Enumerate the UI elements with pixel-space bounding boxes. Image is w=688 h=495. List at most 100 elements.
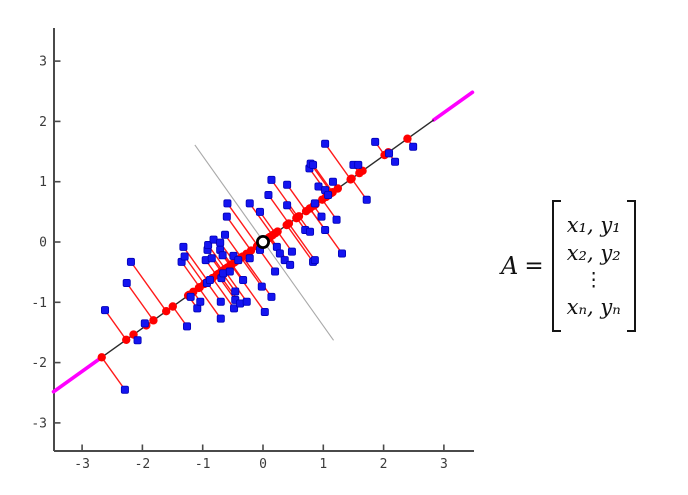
data-point bbox=[126, 257, 135, 266]
data-point bbox=[257, 282, 266, 291]
data-point bbox=[231, 287, 240, 296]
data-point bbox=[275, 249, 284, 258]
data-point bbox=[186, 292, 195, 301]
y-tick-label: 2 bbox=[39, 115, 47, 130]
data-point bbox=[371, 137, 380, 146]
data-point bbox=[216, 314, 225, 323]
projection-segment bbox=[312, 164, 334, 193]
projection-point bbox=[194, 283, 204, 293]
projection-segment bbox=[226, 216, 252, 251]
data-point bbox=[239, 275, 248, 284]
data-point bbox=[120, 385, 129, 394]
data-point bbox=[193, 304, 202, 313]
projection-segment bbox=[184, 256, 205, 285]
data-point bbox=[133, 336, 142, 345]
data-point bbox=[272, 242, 281, 251]
projection-point bbox=[226, 260, 236, 270]
projection-point bbox=[122, 335, 131, 344]
y-tick-label: 0 bbox=[39, 236, 47, 251]
y-tick-label: -3 bbox=[31, 416, 47, 431]
data-point bbox=[140, 319, 149, 328]
data-point bbox=[321, 139, 330, 148]
data-point bbox=[354, 160, 363, 169]
y-tick-label: 3 bbox=[39, 55, 47, 70]
x-tick-label: 0 bbox=[259, 457, 267, 472]
data-point bbox=[264, 190, 273, 199]
projection-point bbox=[168, 302, 177, 311]
matrix-row-vdots: ⋮ bbox=[584, 269, 604, 291]
data-point bbox=[216, 297, 225, 306]
projection-point bbox=[273, 227, 282, 236]
projection-point bbox=[347, 174, 356, 183]
data-point bbox=[332, 215, 341, 224]
data-point bbox=[314, 182, 323, 191]
data-point bbox=[225, 267, 234, 276]
origin-marker bbox=[255, 234, 270, 249]
projection-point bbox=[97, 353, 106, 362]
data-point bbox=[310, 256, 319, 265]
data-point bbox=[245, 254, 254, 263]
x-tick-label: 1 bbox=[319, 457, 327, 472]
principal-axis-extension bbox=[431, 90, 475, 122]
projection-segment bbox=[104, 309, 127, 341]
data-point bbox=[101, 306, 110, 315]
data-point bbox=[230, 304, 239, 313]
x-tick-label: 3 bbox=[440, 457, 448, 472]
matrix-row: x₂, y₂ bbox=[566, 241, 621, 265]
data-point bbox=[180, 252, 189, 261]
projection-segment bbox=[242, 256, 273, 298]
data-point bbox=[310, 199, 319, 208]
data-point bbox=[362, 195, 371, 204]
matrix-formula: A = x₁, y₁ x₂, y₂ ⋮ xₙ, yₙ bbox=[501, 200, 683, 332]
data-point bbox=[204, 241, 213, 250]
data-point bbox=[317, 212, 326, 221]
matrix-bracket-right bbox=[626, 200, 636, 332]
projection-point bbox=[333, 184, 343, 193]
pca-scatter-plot: -3 -2 -1 0 1 2 3 -3 -2 -1 0 1 2 3 bbox=[31, 28, 475, 472]
projection-segment bbox=[249, 203, 274, 236]
projection-segment bbox=[226, 203, 259, 247]
data-point bbox=[283, 201, 292, 210]
y-tick-label: -1 bbox=[31, 296, 47, 311]
data-point bbox=[245, 199, 254, 208]
x-tick-label: -2 bbox=[135, 457, 151, 472]
data-point bbox=[183, 322, 192, 331]
x-tick-label: -1 bbox=[195, 457, 211, 472]
projection-point bbox=[284, 219, 293, 228]
data-point bbox=[267, 175, 276, 184]
projection-segment bbox=[324, 143, 352, 180]
data-point bbox=[209, 235, 218, 244]
projection-segment bbox=[182, 246, 209, 282]
projection-segment bbox=[198, 287, 222, 319]
equals-sign: = bbox=[524, 253, 544, 279]
matrix-row: x₁, y₁ bbox=[566, 213, 621, 237]
projection-point bbox=[149, 316, 158, 325]
data-point bbox=[309, 160, 318, 169]
data-point bbox=[321, 225, 330, 234]
data-point bbox=[324, 190, 333, 199]
projection-point bbox=[162, 307, 171, 316]
projection-segment bbox=[270, 179, 299, 218]
projection-segment bbox=[288, 223, 316, 261]
data-point bbox=[255, 207, 264, 216]
data-point bbox=[409, 142, 418, 151]
x-tick-label: 2 bbox=[380, 457, 388, 472]
data-point bbox=[267, 292, 276, 301]
projection-segment bbox=[240, 257, 263, 288]
data-point bbox=[122, 279, 131, 288]
data-point bbox=[234, 256, 243, 265]
data-point bbox=[337, 249, 346, 258]
y-tick-label: 1 bbox=[39, 175, 47, 190]
data-point bbox=[306, 227, 315, 236]
y-tick-label: -2 bbox=[31, 356, 47, 371]
data-point bbox=[260, 307, 269, 316]
matrix-name: A bbox=[501, 252, 519, 280]
data-point bbox=[216, 238, 225, 247]
data-point bbox=[287, 247, 296, 256]
data-point bbox=[218, 251, 227, 260]
data-point bbox=[283, 180, 292, 189]
projection-segment bbox=[126, 282, 154, 321]
data-point bbox=[219, 269, 228, 278]
projection-segment bbox=[286, 184, 307, 212]
